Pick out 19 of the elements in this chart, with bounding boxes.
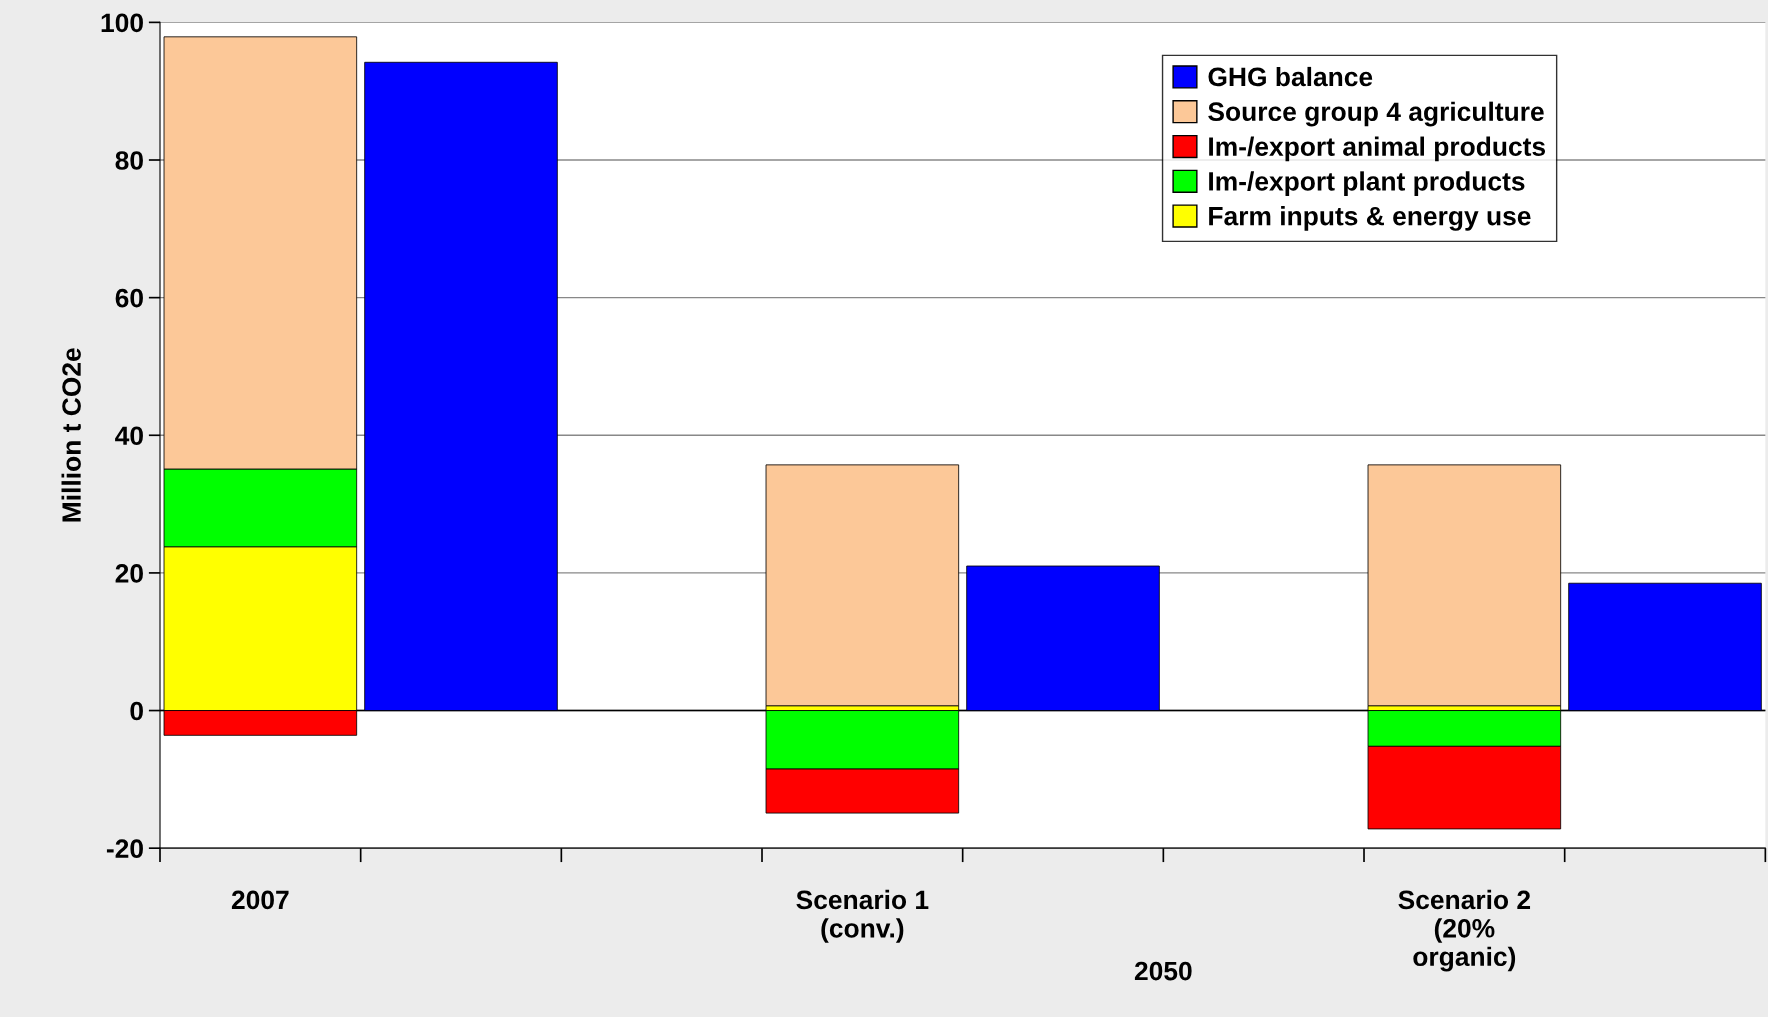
y-tick-label: 100 <box>101 13 143 33</box>
y-tick-label: -20 <box>106 839 143 858</box>
legend-label: Im-/export plant products <box>1209 171 1525 196</box>
text: 2050 <box>1134 961 1192 981</box>
y-tick-label: 80 <box>115 151 143 170</box>
x-tick-label: 2007 <box>231 890 289 910</box>
bar <box>765 464 960 707</box>
y-tick-label: 0 <box>130 701 143 721</box>
x-tick-label: Scenario 2 (20% organic) <box>1398 889 1531 972</box>
legend-label: Source group 4 agriculture <box>1208 101 1544 127</box>
legend-label: Im-/export animal products <box>1209 136 1546 162</box>
y-tick-label: 20 <box>115 564 143 583</box>
y-axis-title: Million t CO2e <box>61 348 81 522</box>
legend-label: GHG balance <box>1208 66 1373 87</box>
x-tick-label: Scenario 1 (conv.) <box>796 889 929 943</box>
y-tick-label: 60 <box>115 288 143 308</box>
legend-label: Farm inputs & energy use <box>1209 206 1531 231</box>
y-tick-label: 40 <box>115 426 143 446</box>
bar <box>1367 464 1562 707</box>
